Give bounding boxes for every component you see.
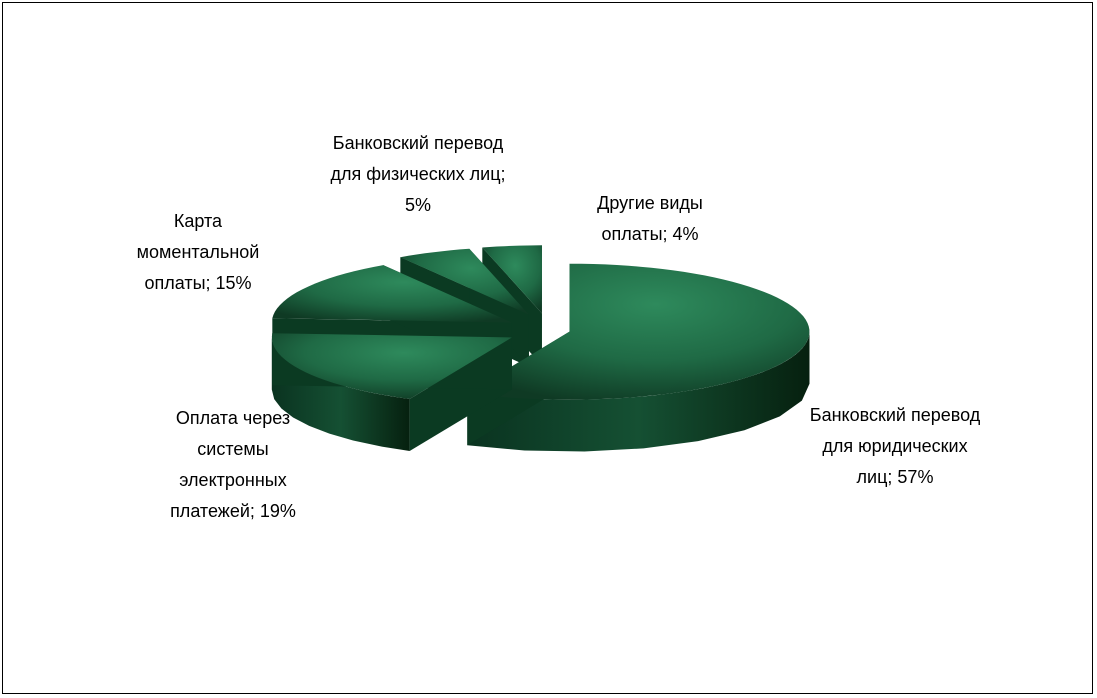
slice-legal-transfer [467, 263, 810, 452]
slice-top-electronic-payments [271, 333, 512, 399]
slice-label-legal-transfer: Банковский перевод для юридических лиц; … [809, 405, 981, 487]
pie-chart [271, 245, 810, 452]
slice-label-individual-transfer: Банковский перевод для физических лиц; 5… [330, 133, 506, 215]
slice-label-electronic-payments: Оплата через системы электронных платеже… [170, 408, 296, 521]
slice-label-other-payments: Другие виды оплаты; 4% [597, 193, 703, 244]
slice-side-legal-transfer [467, 331, 810, 452]
slice-electronic-payments [271, 333, 512, 452]
slice-label-instant-card: Карта моментальной оплаты; 15% [136, 211, 260, 293]
slice-top-individual-transfer [400, 248, 529, 315]
slice-side-electronic-payments [271, 337, 410, 451]
slice-top-legal-transfer [467, 263, 810, 400]
slice-top-other-payments [482, 245, 542, 314]
slice-top-instant-card [272, 265, 512, 323]
